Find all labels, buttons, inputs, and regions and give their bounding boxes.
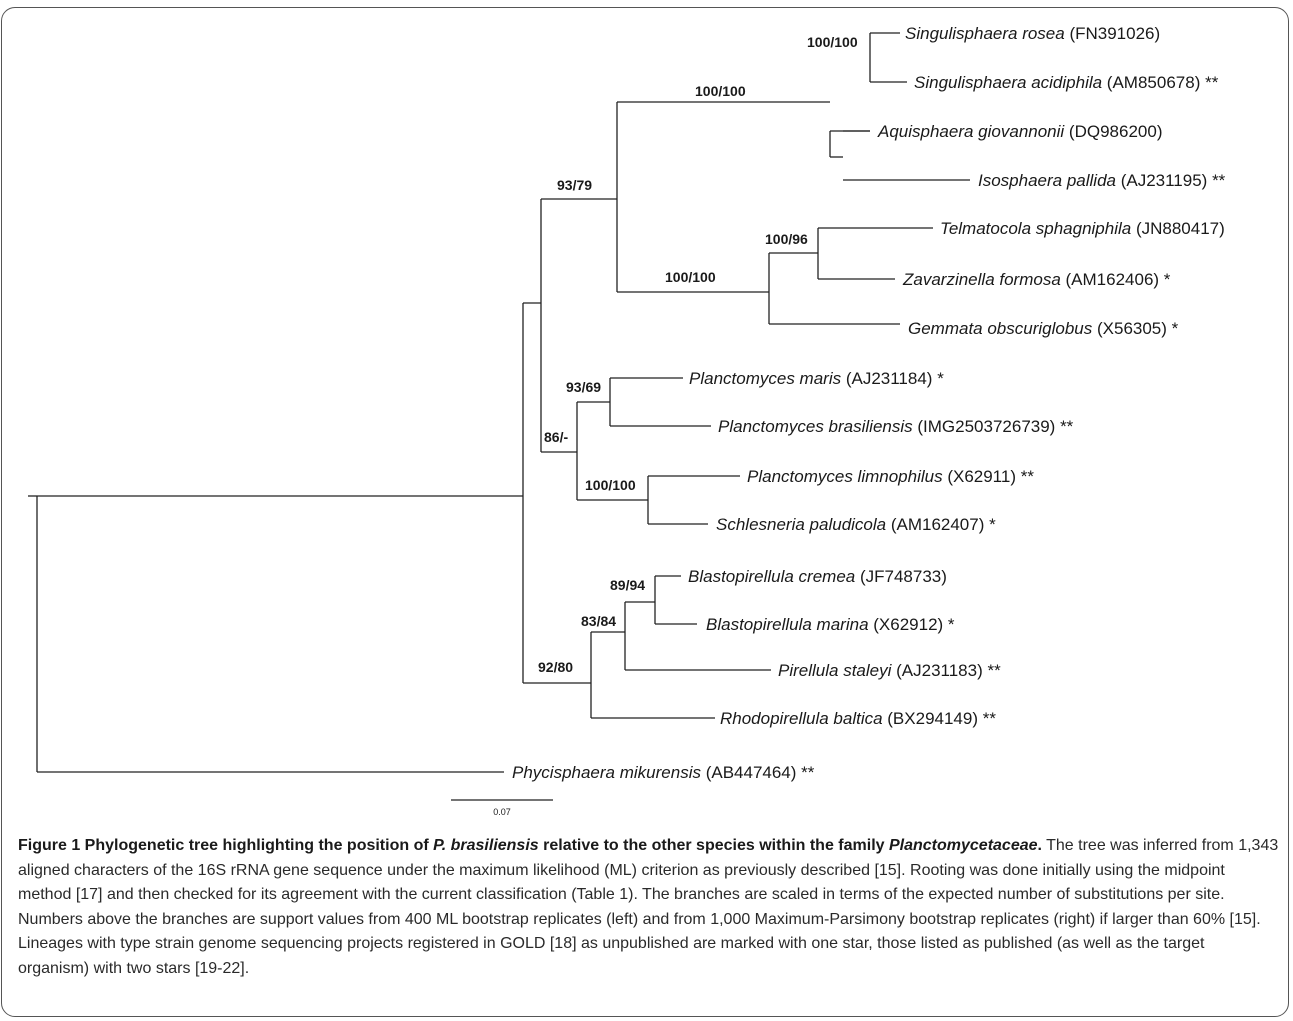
support-value-gemm: 100/100: [665, 269, 716, 285]
tip-accession: (AM850678): [1102, 73, 1200, 92]
tip-label-staleyi: Pirellula staleyi (AJ231183) **: [778, 661, 1001, 680]
tip-genome-mark: **: [796, 763, 814, 782]
tip-label-cremea: Blastopirellula cremea (JF748733): [688, 567, 947, 586]
tip-accession: (FN391026): [1065, 24, 1160, 43]
tip-species-name: Aquisphaera giovannonii: [877, 122, 1065, 141]
tip-species-name: Singulisphaera rosea: [905, 24, 1065, 43]
tip-species-name: Planctomyces brasiliensis: [718, 417, 913, 436]
caption-body: The tree was inferred from 1,343 aligned…: [18, 837, 1279, 977]
tip-species-name: Isosphaera pallida: [978, 171, 1116, 190]
tip-label-schlesneria: Schlesneria paludicola (AM162407) *: [716, 515, 996, 534]
tip-species-name: Schlesneria paludicola: [716, 515, 886, 534]
caption-heading: Figure 1 Phylogenetic tree highlighting …: [18, 837, 1042, 854]
tip-accession: (X62912): [869, 615, 944, 634]
tip-accession: (IMG2503726739): [913, 417, 1056, 436]
tip-accession: (AJ231183): [891, 661, 982, 680]
tip-species-name: Pirellula staleyi: [778, 661, 893, 680]
support-value-planc: 86/-: [544, 429, 568, 445]
caption-heading-prefix: Figure 1 Phylogenetic tree highlighting …: [18, 837, 434, 854]
support-value-singul: 100/100: [807, 34, 858, 50]
tip-genome-mark: **: [983, 661, 1001, 680]
tip-species-name: Singulisphaera acidiphila: [914, 73, 1102, 92]
figure-frame: [1, 7, 1289, 1017]
tip-genome-mark: *: [984, 515, 996, 534]
tree-branches: [28, 32, 970, 773]
tip-accession: (JF748733): [855, 567, 947, 586]
tip-genome-mark: *: [932, 369, 944, 388]
tip-label-maris: Planctomyces maris (AJ231184) *: [689, 369, 944, 388]
tip-species-name: Rhodopirellula baltica: [720, 709, 883, 728]
caption-heading-mid: relative to the other species within the…: [538, 837, 889, 854]
tip-accession: (AB447464): [701, 763, 796, 782]
caption-heading-end: .: [1037, 837, 1042, 854]
tip-accession: (AJ231184): [841, 369, 932, 388]
tip-accession: (X56305): [1092, 319, 1167, 338]
tip-genome-mark: *: [943, 615, 955, 634]
support-value-limn: 100/100: [585, 477, 636, 493]
tip-genome-mark: **: [1207, 171, 1225, 190]
tip-label-pallida: Isosphaera pallida (AJ231195) **: [978, 171, 1226, 190]
tip-species-name: Planctomyces maris: [689, 369, 842, 388]
support-value-telm: 100/96: [765, 231, 808, 247]
tip-label-bmarina: Blastopirellula marina (X62912) *: [706, 615, 955, 634]
support-value-pirgrp: 92/80: [538, 659, 573, 675]
tip-genome-mark: **: [1055, 417, 1073, 436]
support-value-maris: 93/69: [566, 379, 601, 395]
tip-accession: (X62911): [943, 467, 1016, 486]
tip-accession: (DQ986200): [1064, 122, 1162, 141]
tip-accession: (AJ231195): [1116, 171, 1207, 190]
tip-accession: (BX294149): [883, 709, 978, 728]
support-value-pir: 83/84: [581, 613, 616, 629]
tip-species-name: Telmatocola sphagniphila: [940, 219, 1131, 238]
tip-labels: Singulisphaera rosea (FN391026)Singulisp…: [512, 24, 1226, 782]
tip-label-baltica: Rhodopirellula baltica (BX294149) **: [720, 709, 996, 728]
support-value-isos: 100/100: [695, 83, 746, 99]
tip-species-name: Blastopirellula cremea: [688, 567, 855, 586]
tip-species-name: Blastopirellula marina: [706, 615, 869, 634]
tip-accession: (AM162407): [886, 515, 984, 534]
tip-species-name: Phycisphaera mikurensis: [512, 763, 701, 782]
tip-label-telmatocola: Telmatocola sphagniphila (JN880417): [940, 219, 1225, 238]
caption-heading-species: P. brasiliensis: [433, 837, 539, 854]
support-values: 100/100 100/100 93/79 100/96 100/100 93/69 86/…: [538, 34, 858, 675]
tip-species-name: Gemmata obscuriglobus: [908, 319, 1093, 338]
tip-label-giovannonii: Aquisphaera giovannonii (DQ986200): [877, 122, 1162, 141]
figure-caption: Figure 1 Phylogenetic tree highlighting …: [18, 834, 1280, 981]
tip-accession: (JN880417): [1131, 219, 1225, 238]
caption-heading-family: Planctomycetaceae: [888, 837, 1038, 854]
tip-label-brasiliensis: Planctomyces brasiliensis (IMG2503726739…: [718, 417, 1074, 436]
tip-genome-mark: **: [978, 709, 996, 728]
tip-genome-mark: *: [1159, 270, 1171, 289]
support-value-top: 93/79: [557, 177, 592, 193]
tip-label-zavarzinella: Zavarzinella formosa (AM162406) *: [902, 270, 1171, 289]
scale-bar: 0.07: [451, 799, 553, 817]
tip-genome-mark: **: [1016, 467, 1034, 486]
tip-genome-mark: **: [1200, 73, 1218, 92]
tip-species-name: Planctomyces limnophilus: [747, 467, 943, 486]
tip-label-phycisphaera: Phycisphaera mikurensis (AB447464) **: [512, 763, 815, 782]
tip-label-acidiphila: Singulisphaera acidiphila (AM850678) **: [914, 73, 1219, 92]
tip-label-limnophilus: Planctomyces limnophilus (X62911) **: [747, 467, 1034, 486]
tip-accession: (AM162406): [1061, 270, 1159, 289]
scale-bar-label: 0.07: [493, 807, 511, 817]
support-value-blast: 89/94: [610, 577, 645, 593]
tip-species-name: Zavarzinella formosa: [902, 270, 1061, 289]
phylogenetic-tree: Singulisphaera rosea (FN391026)Singulisp…: [28, 24, 1226, 817]
tip-label-rosea: Singulisphaera rosea (FN391026): [905, 24, 1160, 43]
tip-genome-mark: *: [1167, 319, 1179, 338]
tip-label-gemmata: Gemmata obscuriglobus (X56305) *: [908, 319, 1179, 338]
